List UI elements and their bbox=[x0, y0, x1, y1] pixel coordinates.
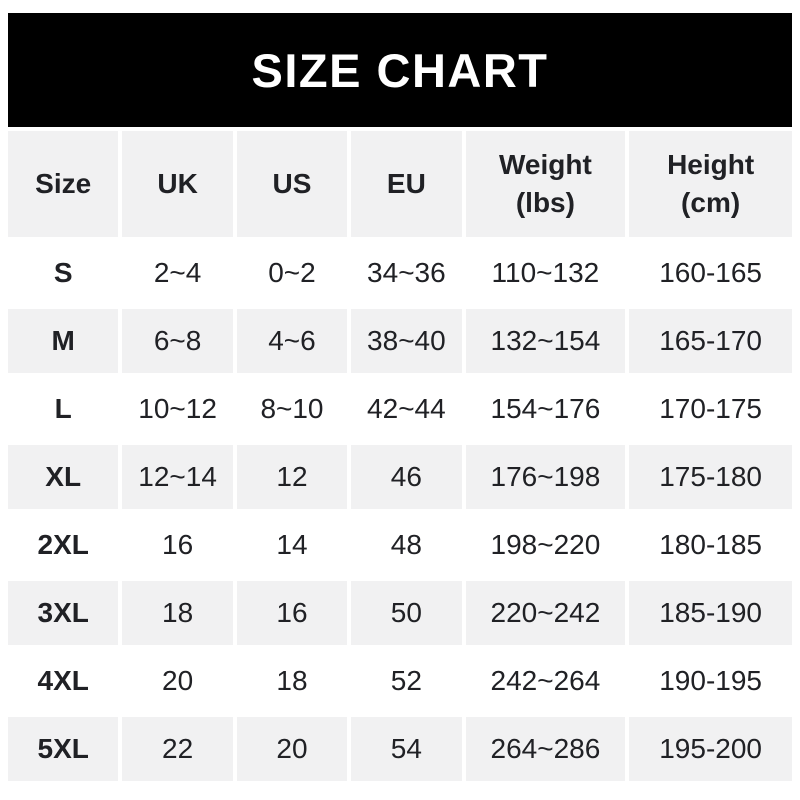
cell-weight: 154~176 bbox=[465, 377, 626, 441]
cell-size: 4XL bbox=[8, 649, 119, 713]
cell-eu: 50 bbox=[351, 581, 462, 645]
cell-weight: 176~198 bbox=[465, 445, 626, 509]
cell-uk: 18 bbox=[122, 581, 233, 645]
header-label: US bbox=[272, 168, 312, 200]
table-row-l: L 10~12 8~10 42~44 154~176 170-175 bbox=[8, 377, 792, 441]
cell-us: 14 bbox=[236, 513, 348, 577]
cell-uk: 10~12 bbox=[122, 377, 233, 441]
column-header-eu: EU bbox=[351, 131, 462, 237]
table-row-4xl: 4XL 20 18 52 242~264 190-195 bbox=[8, 649, 792, 713]
cell-height: 185-190 bbox=[629, 581, 792, 645]
cell-eu: 48 bbox=[351, 513, 462, 577]
cell-eu: 46 bbox=[351, 445, 462, 509]
header-label: Height bbox=[667, 149, 755, 181]
cell-weight: 132~154 bbox=[465, 309, 626, 373]
table-row-3xl: 3XL 18 16 50 220~242 185-190 bbox=[8, 581, 792, 645]
size-chart-banner: SIZE CHART bbox=[8, 13, 792, 127]
cell-weight: 220~242 bbox=[465, 581, 626, 645]
cell-weight: 198~220 bbox=[465, 513, 626, 577]
table-body: S 2~4 0~2 34~36 110~132 160-165 M 6~8 4~… bbox=[8, 241, 792, 781]
header-row: Size UK US EU Weight (lbs) Height (cm) bbox=[8, 131, 792, 237]
cell-size: S bbox=[8, 241, 119, 305]
table-row-5xl: 5XL 22 20 54 264~286 195-200 bbox=[8, 717, 792, 781]
cell-weight: 264~286 bbox=[465, 717, 626, 781]
cell-eu: 42~44 bbox=[351, 377, 462, 441]
cell-height: 175-180 bbox=[629, 445, 792, 509]
column-header-us: US bbox=[236, 131, 348, 237]
cell-eu: 52 bbox=[351, 649, 462, 713]
table-row-s: S 2~4 0~2 34~36 110~132 160-165 bbox=[8, 241, 792, 305]
column-header-height: Height (cm) bbox=[629, 131, 792, 237]
cell-height: 165-170 bbox=[629, 309, 792, 373]
cell-uk: 6~8 bbox=[122, 309, 233, 373]
cell-us: 0~2 bbox=[236, 241, 348, 305]
header-label: Weight bbox=[498, 149, 592, 181]
cell-weight: 242~264 bbox=[465, 649, 626, 713]
cell-uk: 22 bbox=[122, 717, 233, 781]
cell-us: 8~10 bbox=[236, 377, 348, 441]
cell-eu: 38~40 bbox=[351, 309, 462, 373]
header-unit-label: (cm) bbox=[681, 187, 741, 218]
cell-us: 16 bbox=[236, 581, 348, 645]
header-label: UK bbox=[157, 168, 198, 200]
header-unit-label: (lbs) bbox=[515, 187, 575, 218]
cell-us: 12 bbox=[236, 445, 348, 509]
cell-height: 190-195 bbox=[629, 649, 792, 713]
cell-us: 20 bbox=[236, 717, 348, 781]
cell-height: 180-185 bbox=[629, 513, 792, 577]
header-label: Size bbox=[35, 168, 92, 200]
cell-uk: 16 bbox=[122, 513, 233, 577]
cell-eu: 54 bbox=[351, 717, 462, 781]
table-row-xl: XL 12~14 12 46 176~198 175-180 bbox=[8, 445, 792, 509]
page-title: SIZE CHART bbox=[251, 43, 549, 97]
column-header-weight: Weight (lbs) bbox=[465, 131, 626, 237]
cell-height: 170-175 bbox=[629, 377, 792, 441]
column-header-size: Size bbox=[8, 131, 119, 237]
cell-us: 18 bbox=[236, 649, 348, 713]
cell-uk: 12~14 bbox=[122, 445, 233, 509]
table-row-m: M 6~8 4~6 38~40 132~154 165-170 bbox=[8, 309, 792, 373]
column-header-uk: UK bbox=[122, 131, 233, 237]
cell-uk: 20 bbox=[122, 649, 233, 713]
cell-size: 2XL bbox=[8, 513, 119, 577]
table-header: Size UK US EU Weight (lbs) Height (cm) bbox=[8, 131, 792, 237]
cell-us: 4~6 bbox=[236, 309, 348, 373]
cell-height: 160-165 bbox=[629, 241, 792, 305]
cell-eu: 34~36 bbox=[351, 241, 462, 305]
cell-size: M bbox=[8, 309, 119, 373]
cell-height: 195-200 bbox=[629, 717, 792, 781]
cell-uk: 2~4 bbox=[122, 241, 233, 305]
cell-size: 3XL bbox=[8, 581, 119, 645]
cell-weight: 110~132 bbox=[465, 241, 626, 305]
table-row-2xl: 2XL 16 14 48 198~220 180-185 bbox=[8, 513, 792, 577]
header-label: EU bbox=[386, 168, 426, 200]
cell-size: L bbox=[8, 377, 119, 441]
cell-size: XL bbox=[8, 445, 119, 509]
size-chart-table: Size UK US EU Weight (lbs) Height (cm) S… bbox=[4, 127, 796, 785]
cell-size: 5XL bbox=[8, 717, 119, 781]
